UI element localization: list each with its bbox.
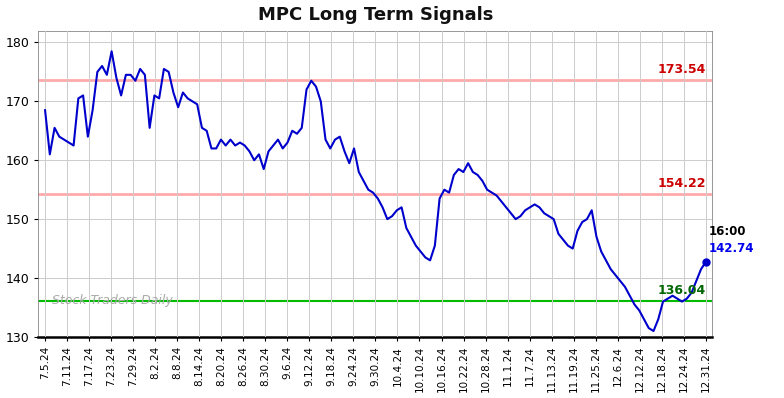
Text: 154.22: 154.22 [657, 177, 706, 189]
Text: Stock Traders Daily: Stock Traders Daily [52, 294, 172, 307]
Text: 136.04: 136.04 [658, 284, 706, 297]
Text: 16:00: 16:00 [709, 225, 746, 238]
Text: 142.74: 142.74 [709, 242, 754, 255]
Title: MPC Long Term Signals: MPC Long Term Signals [258, 6, 493, 23]
Text: 173.54: 173.54 [658, 63, 706, 76]
